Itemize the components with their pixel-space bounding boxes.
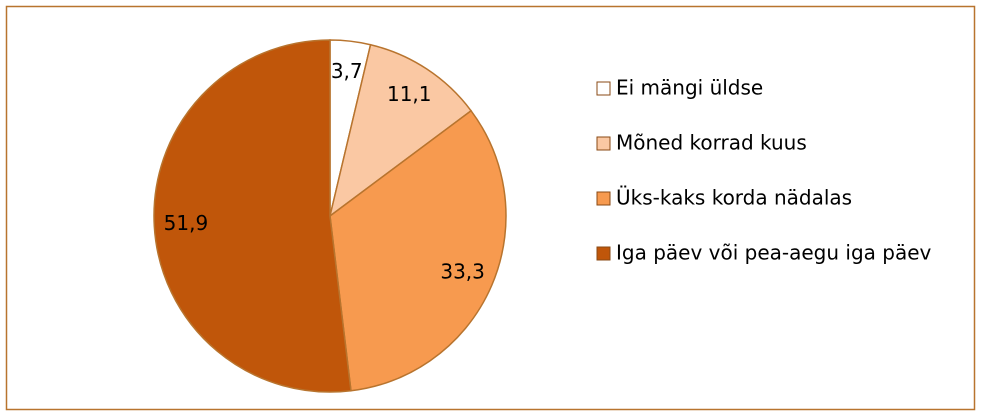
- legend-swatch: [596, 246, 611, 261]
- pie-slice: [153, 39, 352, 393]
- data-label: 33,3: [440, 259, 485, 283]
- legend-label: Ei mängi üldse: [616, 76, 763, 100]
- legend-label: Iga päev või pea-aegu iga päev: [616, 241, 932, 265]
- legend-swatch: [596, 191, 611, 206]
- legend-swatch: [596, 136, 611, 151]
- data-label: 3,7: [331, 59, 363, 83]
- pie-slice: [329, 109, 507, 392]
- legend-label: Üks-kaks korda nädalas: [616, 186, 852, 210]
- data-label: 11,1: [387, 82, 432, 106]
- pie-slice: [328, 43, 473, 218]
- legend-label: Mõned korrad kuus: [616, 131, 807, 155]
- data-label: 51,9: [164, 211, 209, 235]
- legend-swatch: [596, 81, 611, 96]
